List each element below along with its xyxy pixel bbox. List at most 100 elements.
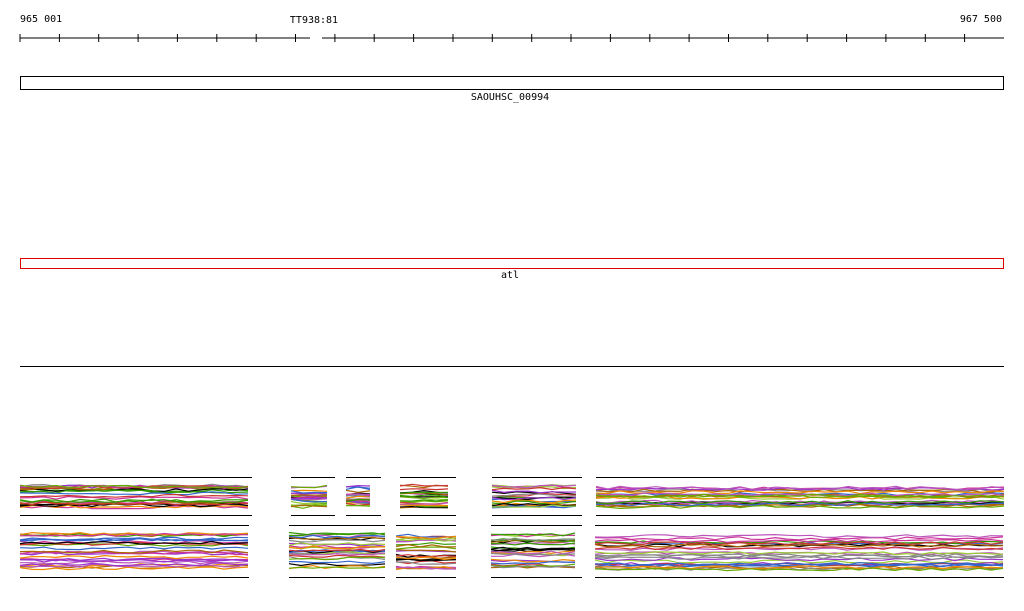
track-line (290, 504, 328, 509)
track-line (19, 495, 249, 500)
track-line (595, 504, 1005, 510)
track-line (490, 550, 576, 555)
ruler-start: 965 001 (20, 14, 62, 25)
track-line (290, 498, 328, 501)
track-line (290, 489, 328, 492)
track-line (395, 566, 456, 570)
track-line (491, 484, 577, 489)
track-line (399, 491, 449, 494)
track-line (595, 485, 1005, 491)
track-line (490, 532, 576, 537)
track-line (290, 490, 328, 494)
track-line (594, 559, 1004, 564)
track-line (19, 498, 248, 503)
track-line (594, 546, 1004, 551)
track-line (399, 502, 449, 505)
track-line (395, 543, 456, 548)
track-line (594, 553, 1004, 559)
track-line (395, 558, 457, 562)
track-line (290, 498, 328, 503)
track-line (490, 564, 576, 569)
track-line (19, 532, 249, 537)
track-line (491, 491, 577, 495)
track-line (288, 566, 386, 569)
track-line (395, 549, 457, 553)
feature-box (20, 76, 1004, 90)
track-line (594, 555, 1004, 560)
track-line (19, 487, 249, 493)
track-line (19, 491, 249, 496)
track-line (595, 500, 1005, 505)
track-line (290, 504, 328, 508)
track-line (290, 484, 328, 489)
track-line (345, 486, 371, 491)
track-line (594, 543, 1004, 548)
track-line (395, 561, 457, 565)
track-line (288, 539, 386, 543)
track-line (19, 499, 249, 503)
track-line (288, 552, 386, 556)
track-line (399, 504, 449, 507)
track-line (288, 554, 386, 558)
track-line (290, 494, 328, 496)
track-line (290, 501, 328, 505)
track-line (399, 483, 449, 487)
track-line (19, 558, 249, 563)
track-line (491, 496, 577, 501)
track-line (288, 563, 386, 567)
track-line (594, 533, 1004, 539)
track-line (594, 551, 1004, 556)
track-line (594, 561, 1004, 566)
track-line (288, 532, 386, 537)
track-line (20, 538, 249, 542)
track-line (490, 552, 576, 556)
track-line (19, 484, 249, 489)
track-line (19, 546, 249, 551)
track-line (594, 567, 1004, 572)
ruler-marker: TT938:81 (290, 15, 338, 26)
track-line (594, 538, 1004, 544)
track-line (288, 536, 386, 540)
track-line (491, 504, 577, 508)
track-line (19, 541, 249, 546)
track-line (19, 562, 249, 567)
track-line (595, 493, 1005, 498)
track-line (19, 563, 249, 568)
track-line (595, 502, 1005, 507)
track-line (399, 499, 449, 502)
track-line (345, 489, 371, 493)
track-line (399, 494, 449, 498)
track-line (345, 498, 371, 503)
feature-label: SAOUHSC_00994 (471, 92, 549, 103)
track-line (491, 489, 577, 494)
track-line (19, 501, 249, 506)
track-line (395, 554, 457, 558)
track-line (491, 502, 577, 507)
coverage-tracks (19, 477, 1005, 578)
track-line (490, 542, 576, 546)
track-line (288, 548, 386, 553)
track-line (288, 556, 386, 561)
track-line (491, 499, 577, 504)
track-line (288, 534, 386, 539)
track-line (289, 560, 386, 565)
track-line (345, 484, 371, 488)
track-line (395, 556, 457, 561)
track-line (490, 558, 576, 563)
track-line (346, 505, 371, 507)
track-line (399, 496, 449, 500)
track-line (490, 548, 576, 553)
track-line (19, 554, 249, 560)
track-line (19, 493, 249, 498)
track-line (595, 488, 1005, 493)
track-line (19, 549, 249, 554)
track-line (594, 565, 1004, 570)
track-line (491, 486, 577, 491)
feature-box (20, 258, 1004, 269)
track-line (288, 542, 386, 546)
track-line (19, 531, 249, 536)
track-line (594, 541, 1004, 546)
track-line (19, 557, 249, 562)
